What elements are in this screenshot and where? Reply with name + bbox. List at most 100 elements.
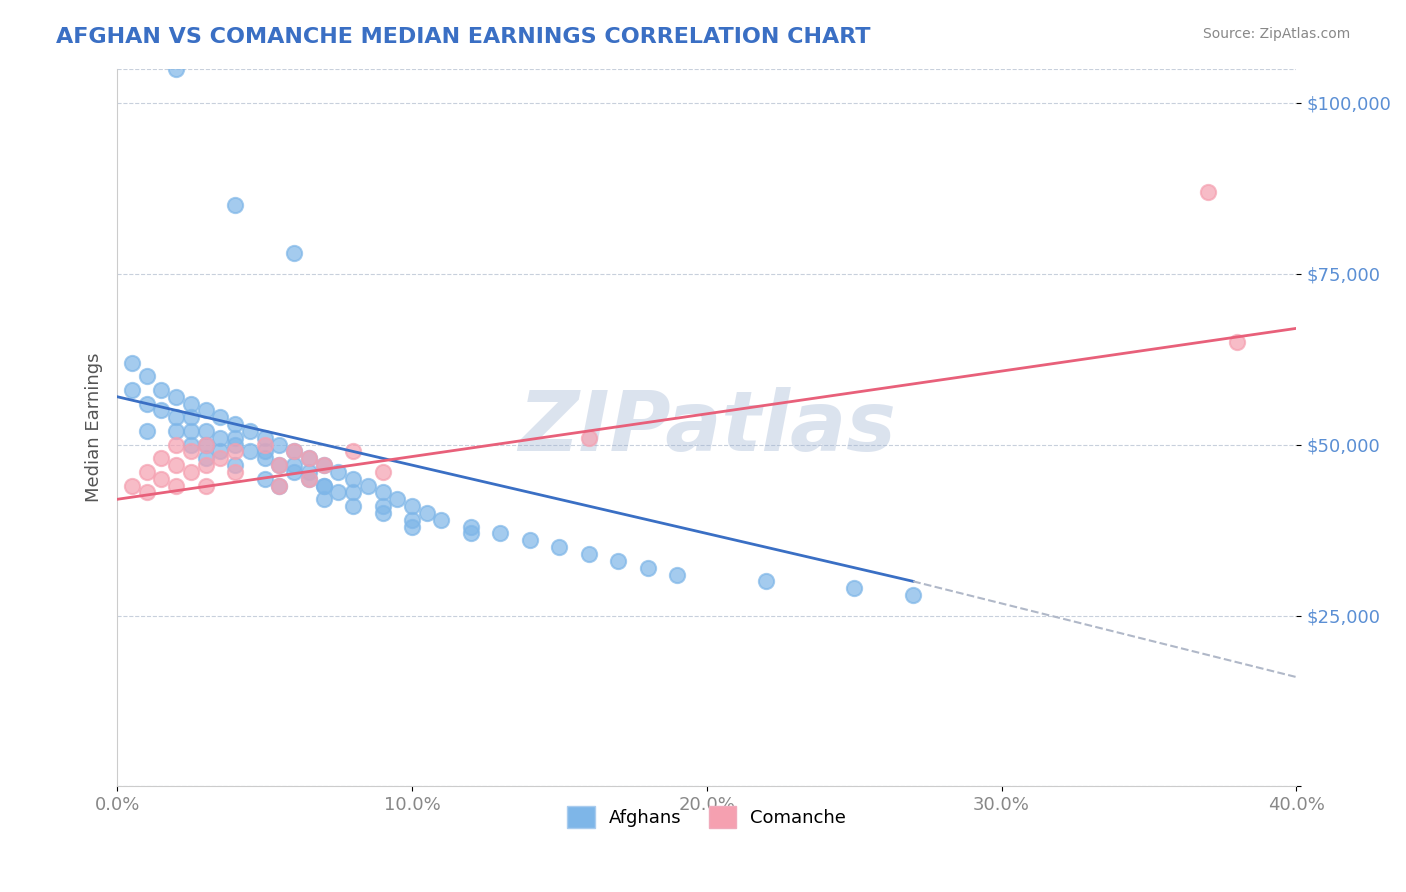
Point [165, 410, 187, 425]
Point [637, 560, 659, 574]
Point [121, 355, 143, 369]
Point [194, 451, 217, 466]
Point [209, 431, 232, 445]
Point [312, 458, 335, 472]
Point [519, 533, 541, 548]
Point [371, 465, 394, 479]
Text: Source: ZipAtlas.com: Source: ZipAtlas.com [1202, 27, 1350, 41]
Point [401, 499, 423, 513]
Point [269, 458, 291, 472]
Point [342, 472, 364, 486]
Point [666, 567, 689, 582]
Point [328, 465, 350, 479]
Point [298, 465, 321, 479]
Point [194, 437, 217, 451]
Point [150, 472, 173, 486]
Point [342, 499, 364, 513]
Point [901, 588, 924, 602]
Point [460, 526, 482, 541]
Point [401, 513, 423, 527]
Point [430, 513, 453, 527]
Point [253, 451, 276, 466]
Point [489, 526, 512, 541]
Point [135, 396, 157, 410]
Text: ZIPatlas: ZIPatlas [517, 387, 896, 468]
Point [357, 478, 380, 492]
Point [578, 431, 600, 445]
Point [135, 369, 157, 384]
Point [312, 478, 335, 492]
Point [180, 410, 202, 425]
Point [209, 451, 232, 466]
Point [180, 444, 202, 458]
Point [416, 506, 439, 520]
Point [253, 431, 276, 445]
Point [269, 478, 291, 492]
Point [224, 198, 246, 212]
Point [283, 444, 305, 458]
Point [150, 451, 173, 466]
Point [165, 62, 187, 76]
Point [135, 465, 157, 479]
Legend: Afghans, Comanche: Afghans, Comanche [560, 798, 853, 835]
Point [239, 444, 262, 458]
Point [165, 390, 187, 404]
Point [150, 383, 173, 397]
Point [607, 554, 630, 568]
Point [269, 478, 291, 492]
Point [844, 581, 866, 595]
Point [283, 465, 305, 479]
Point [150, 403, 173, 417]
Point [165, 478, 187, 492]
Y-axis label: Median Earnings: Median Earnings [86, 352, 103, 502]
Point [224, 417, 246, 431]
Point [298, 472, 321, 486]
Point [1226, 334, 1249, 349]
Point [180, 465, 202, 479]
Point [283, 458, 305, 472]
Point [312, 478, 335, 492]
Point [283, 444, 305, 458]
Point [180, 437, 202, 451]
Point [269, 458, 291, 472]
Point [253, 472, 276, 486]
Point [165, 424, 187, 438]
Point [224, 444, 246, 458]
Point [283, 246, 305, 260]
Point [342, 485, 364, 500]
Point [298, 472, 321, 486]
Point [312, 458, 335, 472]
Point [194, 437, 217, 451]
Point [387, 492, 409, 507]
Point [239, 424, 262, 438]
Point [135, 485, 157, 500]
Point [224, 458, 246, 472]
Point [180, 424, 202, 438]
Point [578, 547, 600, 561]
Point [298, 451, 321, 466]
Text: AFGHAN VS COMANCHE MEDIAN EARNINGS CORRELATION CHART: AFGHAN VS COMANCHE MEDIAN EARNINGS CORRE… [56, 27, 870, 46]
Point [371, 506, 394, 520]
Point [371, 485, 394, 500]
Point [1197, 185, 1219, 199]
Point [312, 492, 335, 507]
Point [253, 437, 276, 451]
Point [165, 437, 187, 451]
Point [755, 574, 778, 589]
Point [209, 444, 232, 458]
Point [224, 431, 246, 445]
Point [269, 437, 291, 451]
Point [342, 444, 364, 458]
Point [165, 458, 187, 472]
Point [224, 437, 246, 451]
Point [121, 383, 143, 397]
Point [209, 410, 232, 425]
Point [371, 499, 394, 513]
Point [194, 458, 217, 472]
Point [460, 519, 482, 533]
Point [180, 396, 202, 410]
Point [194, 403, 217, 417]
Point [298, 451, 321, 466]
Point [328, 485, 350, 500]
Point [194, 424, 217, 438]
